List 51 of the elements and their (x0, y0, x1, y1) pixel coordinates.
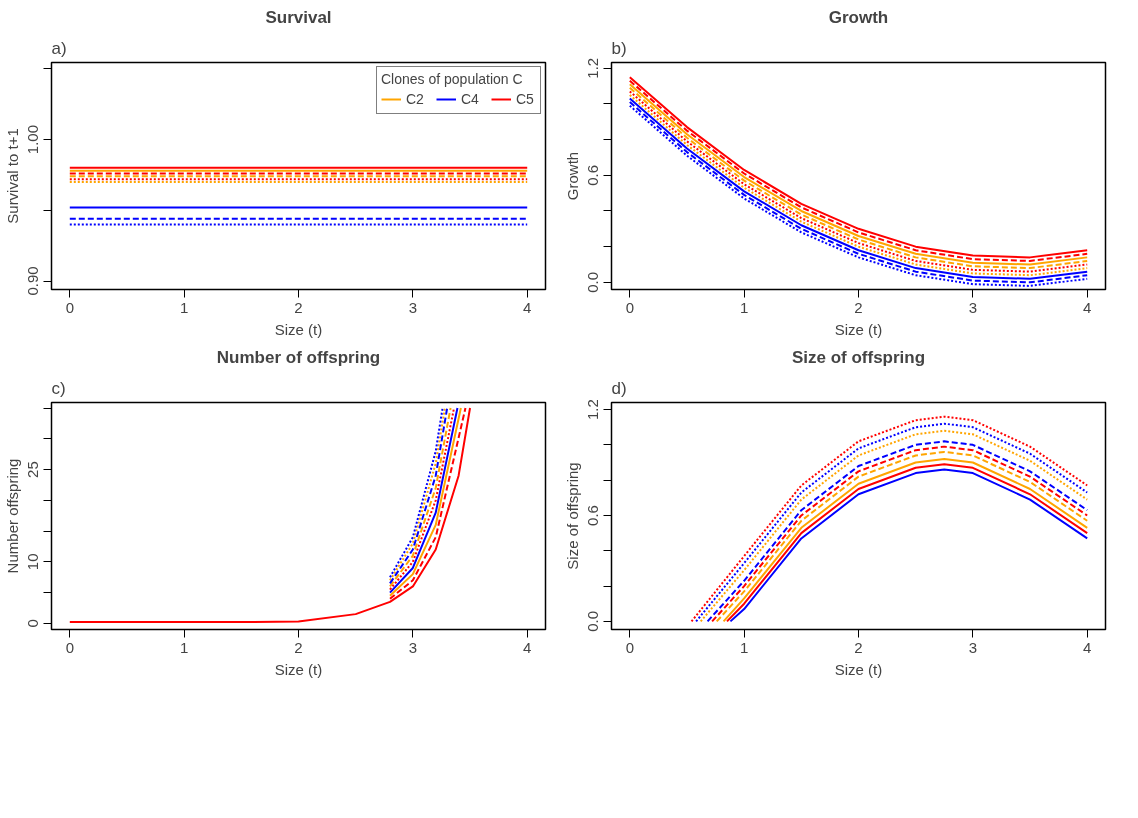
x-tick-label: 4 (1083, 298, 1092, 316)
y-tick-label: 0.0 (584, 610, 602, 632)
x-tick-label: 1 (179, 638, 189, 656)
x-tick-label: 0 (65, 298, 74, 316)
y-tick-label: 0.90 (24, 266, 42, 296)
text: c) (51, 378, 66, 398)
x-tick-label: 2 (854, 638, 863, 656)
text: b) (611, 38, 627, 58)
x-tick-label: 1 (179, 298, 189, 316)
x-tick-label: 4 (523, 298, 532, 316)
y-tick-label: 0.6 (584, 505, 602, 526)
chart-title: Size of offspring (791, 347, 926, 367)
y-tick-label: 25 (24, 461, 42, 478)
y-tick-label: 1.00 (24, 124, 42, 155)
x-tick-label: 2 (294, 638, 303, 656)
x-tick-label: 0 (625, 638, 634, 656)
x-tick-label: 3 (408, 298, 418, 316)
x-tick-label: 4 (1083, 638, 1092, 656)
x-tick-label: 2 (294, 298, 303, 316)
y-tick-label: 0.6 (584, 164, 602, 186)
legend-title: Clones of population C (381, 71, 524, 87)
text: a) (51, 38, 67, 58)
x-tick-label: 3 (968, 638, 978, 656)
legend-label: C4 (461, 91, 480, 107)
x-axis-title: Size (t) (274, 660, 323, 678)
chart-title: Growth (828, 7, 889, 27)
x-axis-title: Size (t) (274, 320, 323, 338)
y-tick-label: 1.2 (584, 399, 602, 420)
y-axis-title: Survival to t+1 (3, 128, 21, 224)
x-tick-label: 2 (854, 298, 863, 316)
legend-label: C2 (406, 91, 425, 107)
x-axis-title: Size (t) (834, 660, 883, 678)
y-axis-title: Size of offspring (563, 462, 581, 570)
y-tick-label: 0.0 (584, 271, 602, 293)
chart-title: Survival (265, 7, 332, 27)
x-tick-label: 4 (523, 638, 532, 656)
y-axis-title: Growth (563, 151, 581, 201)
chart-title: Number of offspring (216, 347, 381, 367)
x-tick-label: 1 (739, 638, 749, 656)
x-tick-label: 0 (65, 638, 74, 656)
x-tick-label: 0 (625, 298, 634, 316)
legend-label: C5 (516, 91, 535, 107)
y-tick-label: 1.2 (584, 57, 602, 79)
y-tick-label: 10 (24, 553, 42, 571)
x-tick-label: 1 (739, 298, 749, 316)
text: d) (611, 378, 627, 398)
y-axis-title: Number offspring (3, 458, 21, 574)
x-tick-label: 3 (408, 638, 418, 656)
x-axis-title: Size (t) (834, 320, 883, 338)
y-tick-label: 0 (24, 619, 42, 628)
x-tick-label: 3 (968, 298, 978, 316)
